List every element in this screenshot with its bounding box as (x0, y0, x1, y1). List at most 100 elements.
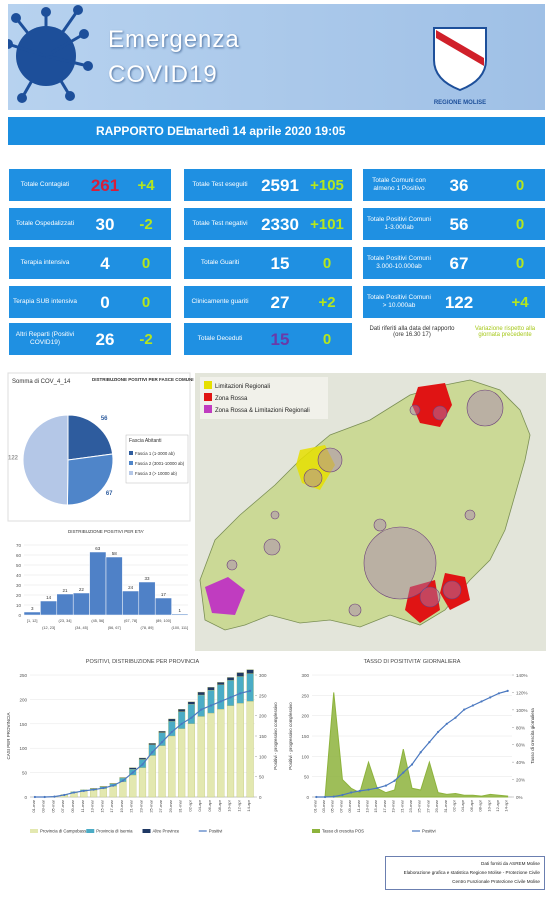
line-point (239, 692, 242, 695)
line-point (497, 692, 501, 695)
x-tick-label: (67, 78] (124, 619, 137, 623)
x-tick-label: 02-apr (187, 799, 192, 811)
stat-delta: 0 (322, 331, 332, 348)
bar-value: 33 (144, 576, 150, 581)
y-tick-label: 30 (16, 583, 22, 588)
stat-value: 2330 (261, 215, 299, 234)
virus-icon (8, 5, 93, 103)
bar (99, 788, 107, 798)
x-tick-label: 25-mar (148, 799, 153, 812)
y2-tick-label: 100 (259, 754, 267, 759)
x-tick-label: (100, 111] (172, 626, 189, 630)
x-tick-label: 10-apr (227, 799, 232, 811)
line-point (376, 786, 379, 790)
municipality-circle (466, 389, 504, 427)
stat-tile: Totale Ospedalizzati 30 -2 (8, 207, 172, 241)
y-tick-label: 200 (19, 697, 27, 702)
y-axis-title: Positivi - progressivo complessivo (288, 702, 293, 770)
x-tick-label: 05-mar (50, 799, 55, 812)
bar (207, 687, 215, 691)
x-tick-label: 19-mar (119, 799, 124, 812)
y2-tick-label: 40% (516, 760, 525, 765)
x-tick-label: 27-mar (425, 799, 430, 812)
stat-delta: +101 (310, 216, 344, 233)
bar (148, 743, 156, 745)
chart-subtitle: DISTRIBUZIONE POSITIVI PER FASCE COMUNI (92, 377, 194, 382)
y-tick-label: 150 (19, 722, 27, 727)
stat-value: 4 (100, 254, 110, 273)
y-axis-title: CASI PER PROVINCIA (6, 712, 11, 759)
line-point (393, 779, 396, 782)
municipality-circle (363, 526, 437, 600)
stat-value: 2591 (261, 176, 299, 195)
y-tick-label: 40 (16, 573, 22, 578)
x-tick-label: 11-mar (356, 799, 361, 812)
bar (109, 786, 117, 798)
municipality-circle (373, 518, 387, 532)
line-point (43, 795, 46, 799)
line-point (141, 763, 144, 766)
bar (178, 709, 186, 712)
stat-delta: -2 (139, 331, 153, 348)
stat-value: 26 (95, 330, 115, 349)
stat-label: Totale Test negativi (192, 220, 248, 227)
line-point (151, 751, 154, 754)
line-point (200, 708, 203, 711)
x-tick-label: 08-apr (478, 799, 483, 811)
bar (217, 682, 225, 685)
line-point (160, 741, 164, 744)
legend-swatch (312, 829, 320, 833)
stat-tile: Totale Positivi Comuni > 10.000ab 122 +4 (362, 285, 546, 319)
y-tick-label: 0 (24, 795, 27, 800)
bar-value: 1 (179, 608, 182, 613)
x-tick-label: [1, 12] (27, 619, 38, 623)
bar (236, 676, 244, 704)
bar (129, 767, 137, 770)
map-legend-bg (200, 377, 328, 419)
y2-axis-title: Tasso di crescita giornaliera (530, 708, 535, 764)
x-tick-label: 23-mar (139, 799, 144, 812)
x-tick-label: 15-mar (99, 799, 104, 812)
y2-tick-label: 250 (259, 693, 267, 698)
stat-delta: +4 (511, 294, 529, 311)
bar (246, 673, 254, 702)
line-point (82, 789, 85, 792)
line-point (180, 722, 183, 725)
footer-line: Elaborazione grafica e statistica Region… (403, 870, 540, 875)
legend-swatch (204, 393, 212, 401)
legend-label: Fascia 3 (> 10000 ab) (135, 471, 177, 476)
line-point (121, 779, 125, 782)
stat-label: Totale Contagiati (20, 181, 70, 188)
bar (138, 581, 156, 616)
legend-label: Provincia di Isernia (96, 829, 133, 834)
y-tick-label: 200 (301, 714, 309, 719)
x-tick-label: 09-mar (347, 799, 352, 812)
area (316, 692, 509, 798)
bar (122, 590, 140, 616)
chart-title: TASSO DI POSITIVITA' GIORNALIERA (364, 659, 461, 665)
bar (197, 691, 205, 696)
stat-value: 122 (444, 293, 474, 312)
bar (168, 718, 176, 722)
x-tick-label: (78, 89] (141, 626, 154, 630)
x-tick-label: 21-mar (399, 799, 404, 812)
legend-title: Fascia Abitanti (129, 438, 162, 444)
stat-label: Totale Positivi Comuni 3.000-10.000ab (367, 255, 431, 270)
stat-value: 0 (100, 293, 110, 312)
bar (90, 790, 98, 798)
legend-label: Altre Province (153, 829, 180, 834)
stat-value: 36 (449, 176, 469, 195)
bar (154, 597, 172, 616)
note: Dati riferiti alla data del rapporto (or… (362, 322, 546, 356)
line-point (341, 793, 344, 797)
bar-value: 3 (31, 606, 34, 611)
x-tick-label: 12-apr (495, 799, 500, 811)
bar (178, 728, 186, 798)
legend-label: Limitazioni Regionali (215, 384, 270, 390)
y-tick-label: 100 (19, 746, 27, 751)
logo: REGIONE MOLISE (433, 27, 487, 106)
x-tick-label: (56, 67] (108, 626, 121, 630)
report-bar: RAPPORTO DEL martedì 14 aprile 2020 19:0… (8, 117, 545, 145)
chart-title: DISTRIBUZIONE POSITIVI PER ETA' (68, 529, 144, 534)
x-tick-label: 23-mar (408, 799, 413, 812)
